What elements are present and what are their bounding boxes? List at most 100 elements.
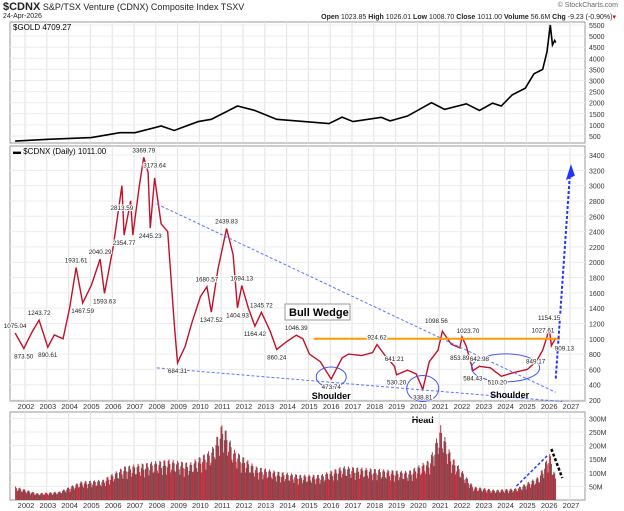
volume-bar: [171, 469, 173, 500]
volume-bar: [82, 485, 84, 500]
x-tick-label: 2014: [279, 501, 296, 510]
volume-bar: [126, 479, 128, 500]
volume-bar: [117, 478, 119, 500]
volume-bar: [72, 485, 74, 500]
volume-bar: [448, 449, 450, 500]
volume-bar: [316, 478, 318, 500]
volume-bar: [42, 494, 44, 500]
volume-bar: [435, 443, 437, 500]
volume-bar: [19, 487, 21, 500]
bull-wedge-label: Bull Wedge: [289, 307, 349, 319]
volume-bar: [15, 486, 17, 500]
volume-bar: [178, 469, 180, 500]
volume-bar: [68, 488, 70, 500]
price-label: 2040.29: [89, 249, 112, 256]
gold-y-tick: 1000: [589, 123, 605, 130]
volume-bar: [202, 455, 204, 500]
volume-bar: [502, 489, 504, 500]
volume-bar: [108, 479, 110, 500]
volume-bar: [92, 484, 94, 500]
volume-bar: [443, 441, 445, 500]
volume-bar: [283, 475, 285, 500]
volume-y-tick: 50M: [589, 484, 603, 491]
volume-bar: [50, 492, 52, 500]
volume-bar: [532, 479, 534, 500]
volume-bar: [414, 467, 416, 500]
volume-bar: [519, 487, 521, 500]
x-tick-label: 2006: [105, 402, 122, 411]
volume-bar: [95, 486, 97, 500]
volume-bar: [148, 475, 150, 500]
volume-bar: [529, 487, 531, 500]
volume-bar: [212, 446, 214, 500]
gold-y-tick: 2000: [589, 101, 605, 108]
volume-bar: [36, 493, 38, 500]
volume-bar: [398, 480, 400, 500]
volume-bar: [202, 462, 204, 500]
volume-bar: [505, 489, 507, 500]
volume-bar: [432, 456, 434, 500]
volume-bar: [412, 473, 414, 500]
volume-bar: [51, 493, 53, 500]
volume-bar: [431, 452, 433, 500]
volume-bar: [26, 493, 27, 500]
volume-y-tick: 300M: [589, 416, 607, 423]
volume-bar: [404, 473, 406, 500]
volume-bar: [277, 471, 279, 500]
volume-bar: [446, 454, 448, 500]
volume-bar: [77, 487, 79, 500]
volume-bar: [137, 463, 139, 500]
volume-bar: [112, 476, 114, 500]
volume-bar: [385, 478, 387, 500]
volume-bar: [480, 488, 482, 500]
volume-bar: [314, 479, 316, 500]
volume-bar: [297, 484, 299, 500]
x-tick-label: 2015: [301, 501, 318, 510]
volume-bar: [275, 481, 277, 500]
volume-bar: [118, 478, 120, 500]
volume-bar: [535, 479, 537, 500]
volume-bar: [355, 472, 357, 500]
volume-bar: [458, 469, 460, 500]
volume-bar: [171, 462, 173, 500]
volume-bar: [463, 479, 465, 500]
price-label: 1345.72: [250, 302, 273, 309]
volume-bar: [356, 467, 358, 500]
volume-bar: [184, 468, 186, 500]
volume-bar: [550, 464, 552, 500]
volume-bar: [351, 470, 353, 500]
volume-bar: [90, 483, 92, 500]
volume-bar: [357, 467, 359, 500]
volume-bar: [337, 480, 339, 500]
price-label: 2354.77: [113, 240, 136, 247]
volume-bar: [219, 438, 221, 500]
open-value: 1023.85: [341, 14, 367, 21]
volume-bar: [522, 486, 524, 500]
price-label: 1164.42: [244, 331, 267, 338]
volume-bar: [321, 473, 323, 500]
gold-legend: $GOLD 4709.27: [13, 23, 72, 32]
quote-bar: Open 1023.85 High 1026.01 Low 1008.70 Cl…: [321, 13, 616, 21]
price-label: 909.13: [555, 346, 575, 353]
x-tick-label: 2009: [170, 501, 187, 510]
volume-bar: [271, 479, 273, 500]
volume-bar: [451, 473, 453, 500]
volume-bar: [204, 459, 206, 500]
price-label: 1075.04: [4, 323, 27, 330]
wedge-upper-trendline: [156, 203, 556, 393]
volume-bar: [128, 466, 130, 500]
volume-bar: [462, 473, 464, 500]
volume-bar: [197, 462, 199, 500]
volume-bar: [20, 488, 22, 500]
cdnx-y-tick: 2400: [589, 230, 605, 237]
x-tick-label: 2022: [454, 402, 471, 411]
volume-bar: [281, 472, 283, 500]
close-value: 1011.00: [477, 14, 503, 21]
volume-bar: [392, 470, 394, 500]
volume-bar: [335, 469, 337, 500]
volume-bar: [270, 477, 272, 500]
volume-bar: [274, 471, 276, 500]
volume-bar: [246, 461, 248, 500]
volume-bar: [186, 466, 188, 500]
volume-bar: [306, 481, 308, 500]
